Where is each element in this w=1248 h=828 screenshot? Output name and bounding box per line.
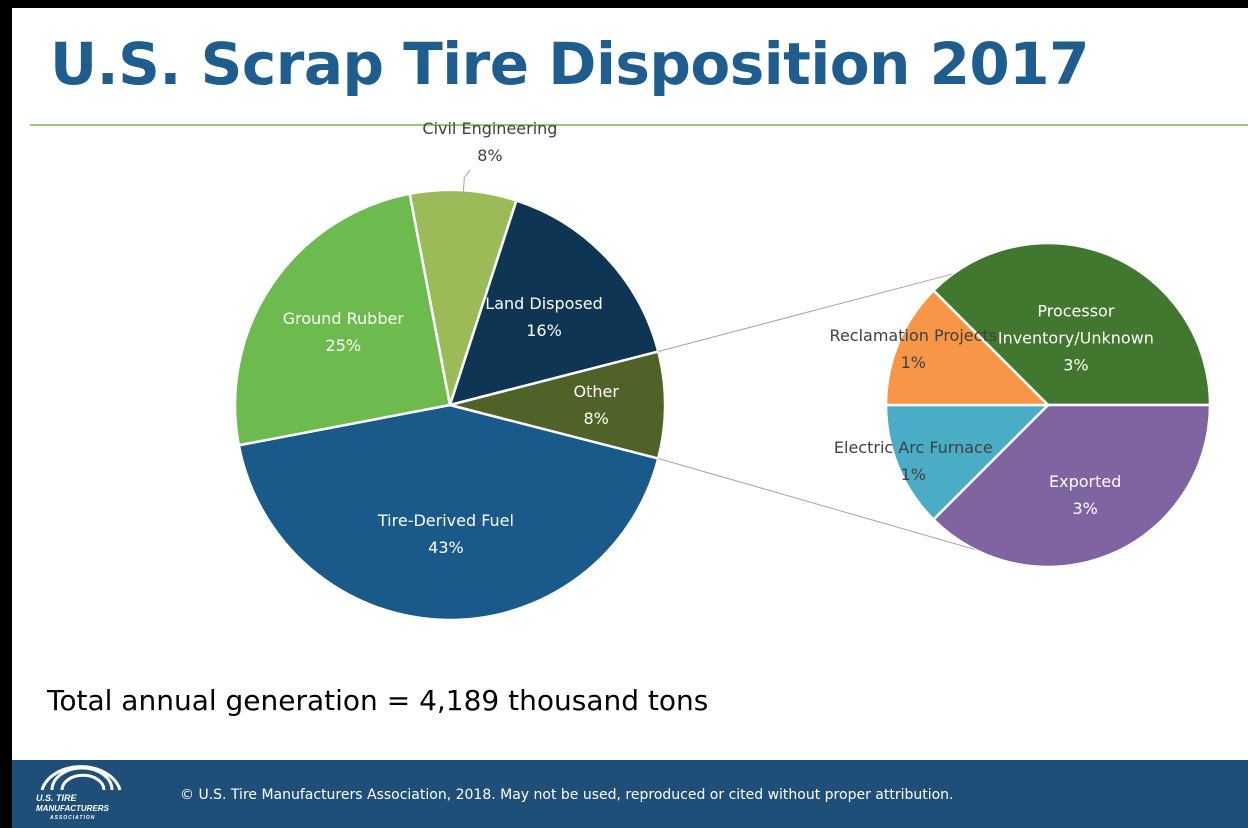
value-label: 43% xyxy=(428,537,464,557)
logo-text: U.S. TIRE xyxy=(36,793,77,803)
category-label: Reclamation Projects xyxy=(829,326,998,346)
value-label: 8% xyxy=(583,409,609,428)
value-label: 1% xyxy=(900,353,926,373)
slice-label: Ground Rubber 25% xyxy=(283,305,404,359)
connector-line xyxy=(658,457,975,550)
value-label: 25% xyxy=(325,336,362,356)
slice-label: Reclamation Projects 1% xyxy=(828,322,998,376)
border-top xyxy=(0,0,1248,8)
pie-slice xyxy=(884,288,1052,407)
logo-text: ASSOCIATION xyxy=(50,815,96,821)
pie-slice xyxy=(237,403,660,622)
slice-label: Electric Arc Furnace 1% xyxy=(828,434,998,488)
slice-label: Processor Inventory/Unknown 3% xyxy=(991,297,1161,378)
pie-slice xyxy=(931,241,1212,407)
slice-label: Exported 3% xyxy=(1000,468,1170,522)
category-label: Ground Rubber xyxy=(282,309,404,329)
pie-slice xyxy=(448,198,660,407)
footer-band xyxy=(12,760,1248,828)
slice-label: Other 8% xyxy=(573,378,618,432)
total-note: Total annual generation = 4,189 thousand… xyxy=(47,684,709,717)
pie-slice xyxy=(449,350,667,460)
value-label: 3% xyxy=(1063,355,1089,375)
chart-title: U.S. Scrap Tire Disposition 2017 xyxy=(50,30,1090,98)
category-label: Other xyxy=(573,382,619,401)
category-label: Tire-Derived Fuel xyxy=(377,510,514,530)
logo-arcs xyxy=(40,765,122,791)
footer-text: © U.S. Tire Manufacturers Association, 2… xyxy=(180,787,954,803)
leader-line xyxy=(462,169,471,195)
value-label: 16% xyxy=(526,320,562,340)
border-left xyxy=(0,0,12,828)
category-label: Processor Inventory/Unknown xyxy=(997,301,1154,348)
category-label: Land Disposed xyxy=(485,293,603,313)
pie-slice xyxy=(233,192,452,447)
slice-label: Land Disposed 16% xyxy=(485,290,602,344)
slice-label: Civil Engineering 8% xyxy=(422,115,557,169)
pie-slice xyxy=(884,403,1052,522)
connector-line xyxy=(658,273,953,353)
value-label: 1% xyxy=(900,464,926,484)
slice-label: Tire-Derived Fuel 43% xyxy=(378,507,514,561)
category-label: Electric Arc Furnace xyxy=(833,437,993,457)
value-label: 8% xyxy=(477,145,503,165)
category-label: Civil Engineering xyxy=(422,118,558,138)
value-label: 3% xyxy=(1072,498,1098,518)
category-label: Exported xyxy=(1049,471,1122,491)
logo-text: MANUFACTURERS xyxy=(36,804,109,813)
